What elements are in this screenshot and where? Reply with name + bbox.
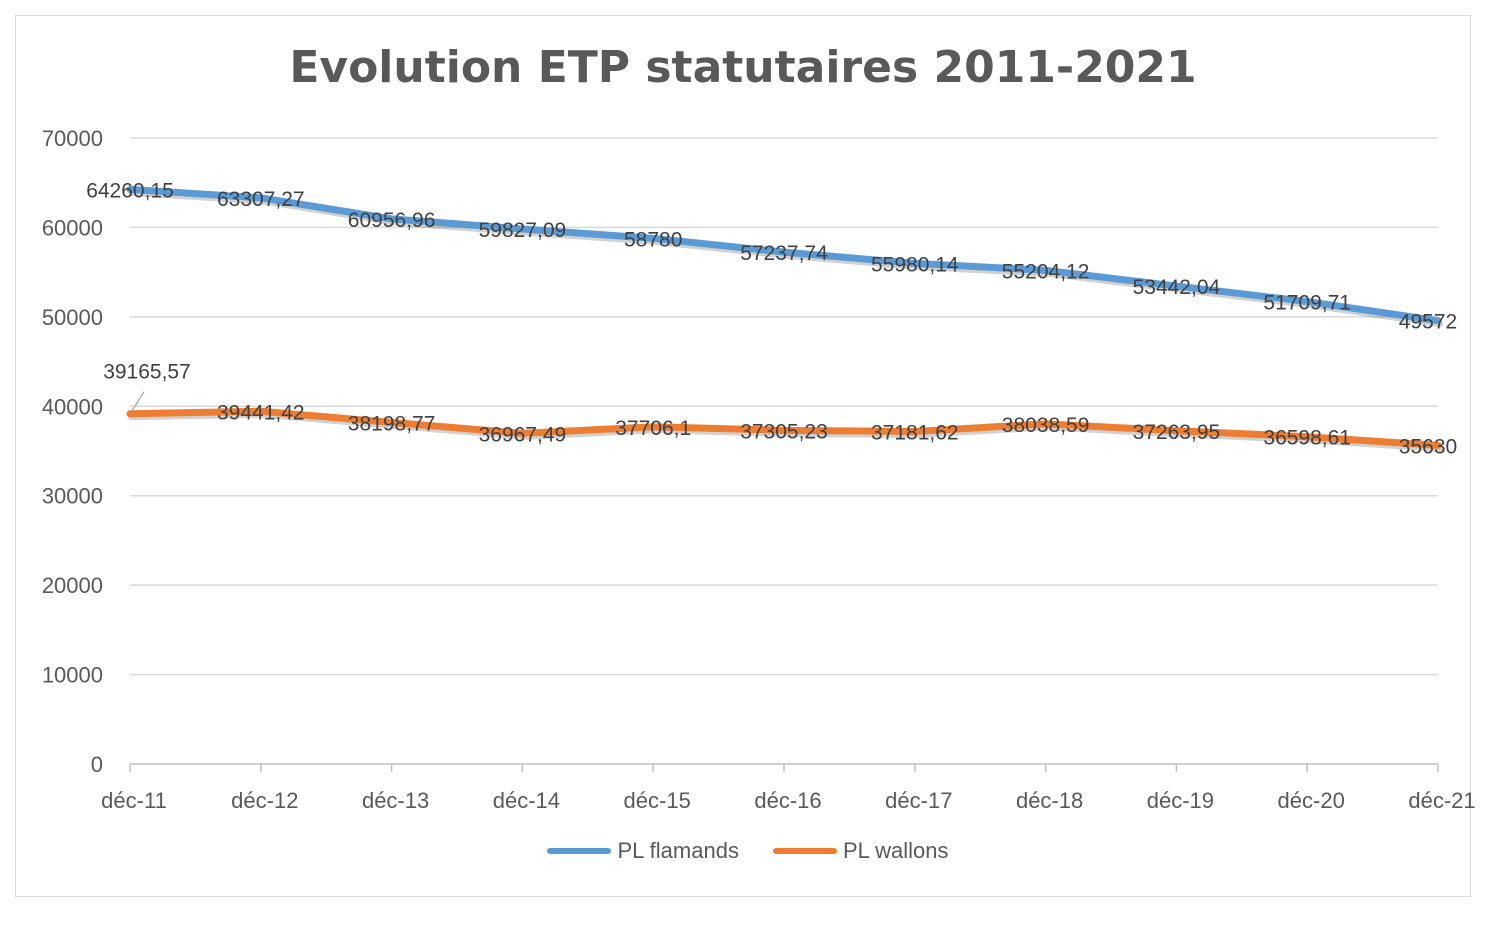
data-labels: 64260,15 63307,27 60956,96 59827,09 58780 572… (86, 179, 1457, 458)
data-label: 38198,77 (348, 412, 436, 435)
chart-frame (15, 15, 1471, 897)
x-tick-label: déc-11 (101, 788, 167, 813)
legend-item-flamands: PL flamands (547, 838, 739, 864)
y-tick-label: 20000 (42, 573, 103, 598)
y-tick-label: 50000 (42, 305, 103, 330)
data-label: 36598,61 (1263, 427, 1351, 450)
y-tick-label: 40000 (42, 394, 103, 419)
legend-swatch-wallons (772, 848, 837, 854)
x-tick-label: déc-21 (1408, 788, 1475, 813)
data-label: 36967,49 (479, 423, 567, 446)
series-line (126, 407, 1442, 449)
data-label: 35630 (1399, 435, 1457, 458)
data-label-leader (131, 391, 145, 412)
x-tick-label: déc-17 (885, 788, 952, 813)
legend-label-wallons: PL wallons (842, 838, 949, 863)
data-label: 38038,59 (1002, 414, 1090, 437)
data-label: 55980,14 (871, 253, 959, 276)
y-tick-label: 30000 (42, 484, 103, 509)
y-tick-label: 70000 (42, 126, 103, 151)
data-label: 37181,62 (871, 421, 959, 444)
x-tick-label: déc-19 (1147, 788, 1214, 813)
legend-item-wallons: PL wallons (772, 838, 949, 864)
data-label: 58780 (624, 228, 682, 251)
data-label: 39165,57 (103, 361, 191, 384)
y-tick-label: 0 (91, 752, 103, 777)
x-tick-label: déc-20 (1278, 788, 1345, 813)
x-tick-label: déc-14 (493, 788, 560, 813)
data-label: 64260,15 (86, 179, 174, 202)
axes: 0 10000 20000 30000 40000 50000 60000 70000 déc-… (42, 126, 1476, 813)
data-label: 53442,04 (1133, 276, 1221, 299)
data-label: 60956,96 (348, 209, 436, 232)
data-label: 51709,71 (1263, 292, 1351, 315)
legend: PL flamands PL wallons (0, 838, 1496, 864)
data-label: 63307,27 (217, 188, 305, 211)
gridlines (130, 137, 1438, 676)
data-label: 39441,42 (217, 401, 305, 424)
data-label: 37263,95 (1133, 421, 1221, 444)
data-label: 49572 (1399, 311, 1457, 334)
legend-swatch-flamands (547, 848, 612, 854)
series-lines (126, 185, 1443, 452)
y-tick-label: 10000 (42, 663, 103, 688)
x-tick-label: déc-13 (362, 788, 429, 813)
x-tick-label: déc-18 (1016, 788, 1083, 813)
data-label: 55204,12 (1002, 260, 1090, 283)
legend-label-flamands: PL flamands (617, 838, 739, 863)
series-line (126, 185, 1442, 325)
data-label: 59827,09 (479, 219, 567, 242)
chart-title: Evolution ETP statutaires 2011-2021 (289, 42, 1197, 93)
x-tick-label: déc-16 (754, 788, 821, 813)
data-label: 37305,23 (740, 420, 828, 443)
x-tick-label: déc-15 (624, 788, 691, 813)
y-tick-label: 60000 (42, 215, 103, 240)
x-tick-label: déc-12 (231, 788, 298, 813)
data-label: 37706,1 (615, 417, 691, 440)
data-label: 57237,74 (740, 242, 828, 265)
